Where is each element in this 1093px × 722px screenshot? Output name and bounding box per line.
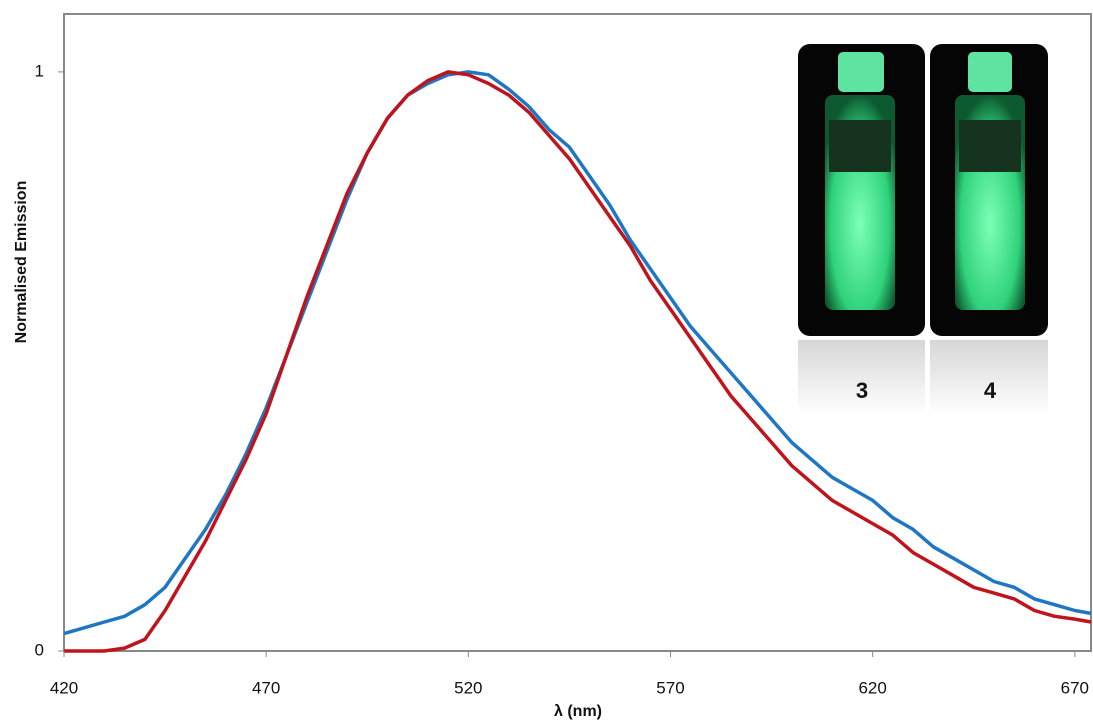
y-tick-label: 0 bbox=[35, 640, 44, 659]
y-axis-label: Normalised Emission bbox=[13, 181, 30, 344]
x-tick-label: 470 bbox=[252, 678, 280, 697]
x-tick-label: 570 bbox=[656, 678, 684, 697]
x-tick-label: 420 bbox=[50, 678, 78, 697]
series-line bbox=[63, 70, 1092, 636]
series-label: 3 bbox=[856, 378, 868, 403]
series-line bbox=[64, 70, 1092, 653]
x-tick-label: 620 bbox=[858, 678, 886, 697]
y-tick-label: 1 bbox=[35, 61, 44, 80]
inset-photo bbox=[798, 44, 1048, 415]
x-tick-label: 520 bbox=[454, 678, 482, 697]
x-axis-label: λ (nm) bbox=[554, 703, 602, 720]
x-tick-label: 670 bbox=[1061, 678, 1089, 697]
series-label: 4 bbox=[984, 378, 997, 403]
plot-frame bbox=[63, 13, 1092, 652]
